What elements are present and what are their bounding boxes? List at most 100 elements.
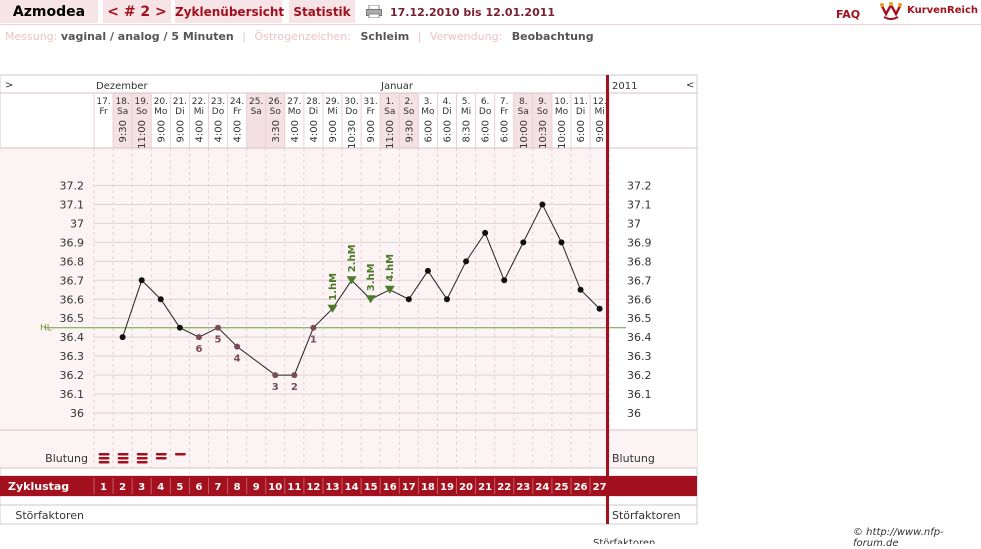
day-weekday: Sa bbox=[384, 107, 395, 117]
nav-prev-button[interactable]: > bbox=[5, 80, 13, 91]
day-weekday: Di bbox=[576, 107, 585, 117]
measure-time: 6:00 bbox=[576, 120, 587, 142]
counted-label: 5 bbox=[215, 335, 222, 346]
y-tick-label-right: 36.7 bbox=[627, 274, 652, 287]
measurement-info: Messung: vaginal / analog / 5 Minuten | … bbox=[5, 30, 594, 43]
y-tick-label: 36.3 bbox=[60, 350, 85, 363]
measure-time: 4:00 bbox=[214, 120, 225, 142]
header-divider bbox=[0, 24, 981, 25]
temperature-point bbox=[138, 277, 145, 284]
cycle-day-number: 3 bbox=[138, 482, 145, 493]
measure-time: 9:00 bbox=[175, 120, 186, 142]
y-tick-label: 36.8 bbox=[60, 255, 85, 268]
cycle-day-number: 6 bbox=[195, 482, 202, 493]
cycle-day-number: 7 bbox=[215, 482, 222, 493]
bleeding-mark bbox=[117, 453, 129, 456]
messung-label: Messung: bbox=[5, 30, 58, 43]
day-weekday: Mo bbox=[288, 107, 302, 117]
bleeding-background bbox=[0, 430, 697, 468]
day-weekday: Sa bbox=[117, 107, 128, 117]
day-date: 9. bbox=[538, 97, 547, 107]
y-tick-label-right: 36.4 bbox=[627, 331, 652, 344]
y-tick-label: 36.5 bbox=[60, 312, 85, 325]
y-tick-label-right: 37 bbox=[627, 217, 641, 230]
day-weekday: Mo bbox=[555, 107, 569, 117]
measure-time: 9:00 bbox=[328, 120, 339, 142]
cycle-day-label: Zyklustag bbox=[8, 480, 69, 493]
temperature-point bbox=[577, 286, 584, 293]
bleeding-mark bbox=[155, 453, 167, 456]
day-date: 10. bbox=[554, 97, 568, 107]
cycle-day-number: 9 bbox=[253, 482, 260, 493]
user-name: Azmodea bbox=[0, 0, 98, 23]
day-date: 23. bbox=[211, 97, 225, 107]
measure-time: 11:00 bbox=[137, 120, 148, 149]
measure-time: 10:00 bbox=[557, 120, 568, 149]
measure-time: 4:00 bbox=[290, 120, 301, 142]
day-weekday: So bbox=[136, 107, 148, 117]
temperature-point bbox=[539, 201, 546, 208]
day-weekday: Mo bbox=[154, 107, 168, 117]
temperature-point bbox=[234, 343, 241, 350]
day-date: 4. bbox=[443, 97, 452, 107]
cycle-day-number: 5 bbox=[176, 482, 183, 493]
cycle-day-number: 20 bbox=[459, 482, 473, 493]
oestrogen-value: Schleim bbox=[360, 30, 410, 43]
faq-link[interactable]: FAQ bbox=[836, 8, 861, 21]
temperature-point bbox=[482, 229, 489, 236]
higher-measurement-marker bbox=[327, 304, 338, 313]
bleeding-mark bbox=[136, 461, 148, 464]
day-date: 27. bbox=[287, 97, 301, 107]
separator: | bbox=[242, 30, 246, 43]
measure-time: 6:00 bbox=[481, 120, 492, 142]
day-weekday: Mi bbox=[194, 107, 204, 117]
disturbance-label-right: Störfaktoren bbox=[612, 509, 681, 522]
day-date: 26. bbox=[268, 97, 282, 107]
cycle-selector[interactable]: < # 2 > bbox=[103, 0, 171, 23]
verwendung-value: Beobachtung bbox=[511, 30, 594, 43]
weekend-shade bbox=[265, 93, 285, 148]
y-tick-label: 37.2 bbox=[60, 180, 85, 193]
cut-off-label: Störfaktoren bbox=[593, 538, 656, 544]
measure-time: 10:30 bbox=[538, 120, 549, 149]
temperature-point bbox=[291, 372, 298, 379]
day-weekday: Mi bbox=[594, 107, 604, 117]
counted-label: 6 bbox=[195, 344, 202, 355]
oestrogen-label: Östrogenzeichen: bbox=[254, 30, 351, 43]
tab-statistics[interactable]: Statistik bbox=[289, 0, 355, 23]
weekend-shade bbox=[399, 93, 419, 148]
weekend-shade bbox=[380, 93, 400, 148]
y-tick-label: 37.1 bbox=[60, 198, 85, 211]
cycle-day-number: 15 bbox=[364, 482, 378, 493]
weekend-shade bbox=[132, 93, 152, 148]
y-tick-label: 36.1 bbox=[60, 388, 85, 401]
cycle-day-number: 26 bbox=[574, 482, 588, 493]
day-date: 17. bbox=[96, 97, 110, 107]
y-tick-label-right: 36.5 bbox=[627, 312, 652, 325]
day-weekday: Sa bbox=[251, 107, 262, 117]
y-tick-label-right: 36.8 bbox=[627, 255, 652, 268]
measure-time: 6:00 bbox=[442, 120, 453, 142]
logo-text[interactable]: KurvenReich bbox=[907, 5, 979, 16]
day-date: 12. bbox=[592, 97, 606, 107]
day-weekday: Di bbox=[309, 107, 318, 117]
y-tick-label: 36.2 bbox=[60, 369, 85, 382]
day-weekday: Sa bbox=[518, 107, 529, 117]
y-tick-label: 36.7 bbox=[60, 274, 85, 287]
day-date: 2. bbox=[405, 97, 414, 107]
temperature-point bbox=[558, 239, 565, 246]
printer-icon[interactable] bbox=[366, 5, 382, 18]
nav-next-button[interactable]: < bbox=[686, 80, 694, 91]
higher-measurement-marker bbox=[384, 285, 395, 294]
copyright-text: © http://www.nfp-forum.de bbox=[853, 527, 944, 549]
bleeding-mark bbox=[174, 453, 186, 456]
month-label: Dezember bbox=[96, 81, 148, 92]
crown-logo-icon[interactable] bbox=[880, 2, 902, 20]
tab-cycle-overview[interactable]: Zyklenübersicht bbox=[175, 0, 284, 23]
measure-time: 9:00 bbox=[595, 120, 606, 142]
day-weekday: Di bbox=[175, 107, 184, 117]
counted-label: 3 bbox=[272, 382, 279, 393]
day-weekday: So bbox=[537, 107, 549, 117]
measure-time: 9:30 bbox=[404, 120, 415, 142]
